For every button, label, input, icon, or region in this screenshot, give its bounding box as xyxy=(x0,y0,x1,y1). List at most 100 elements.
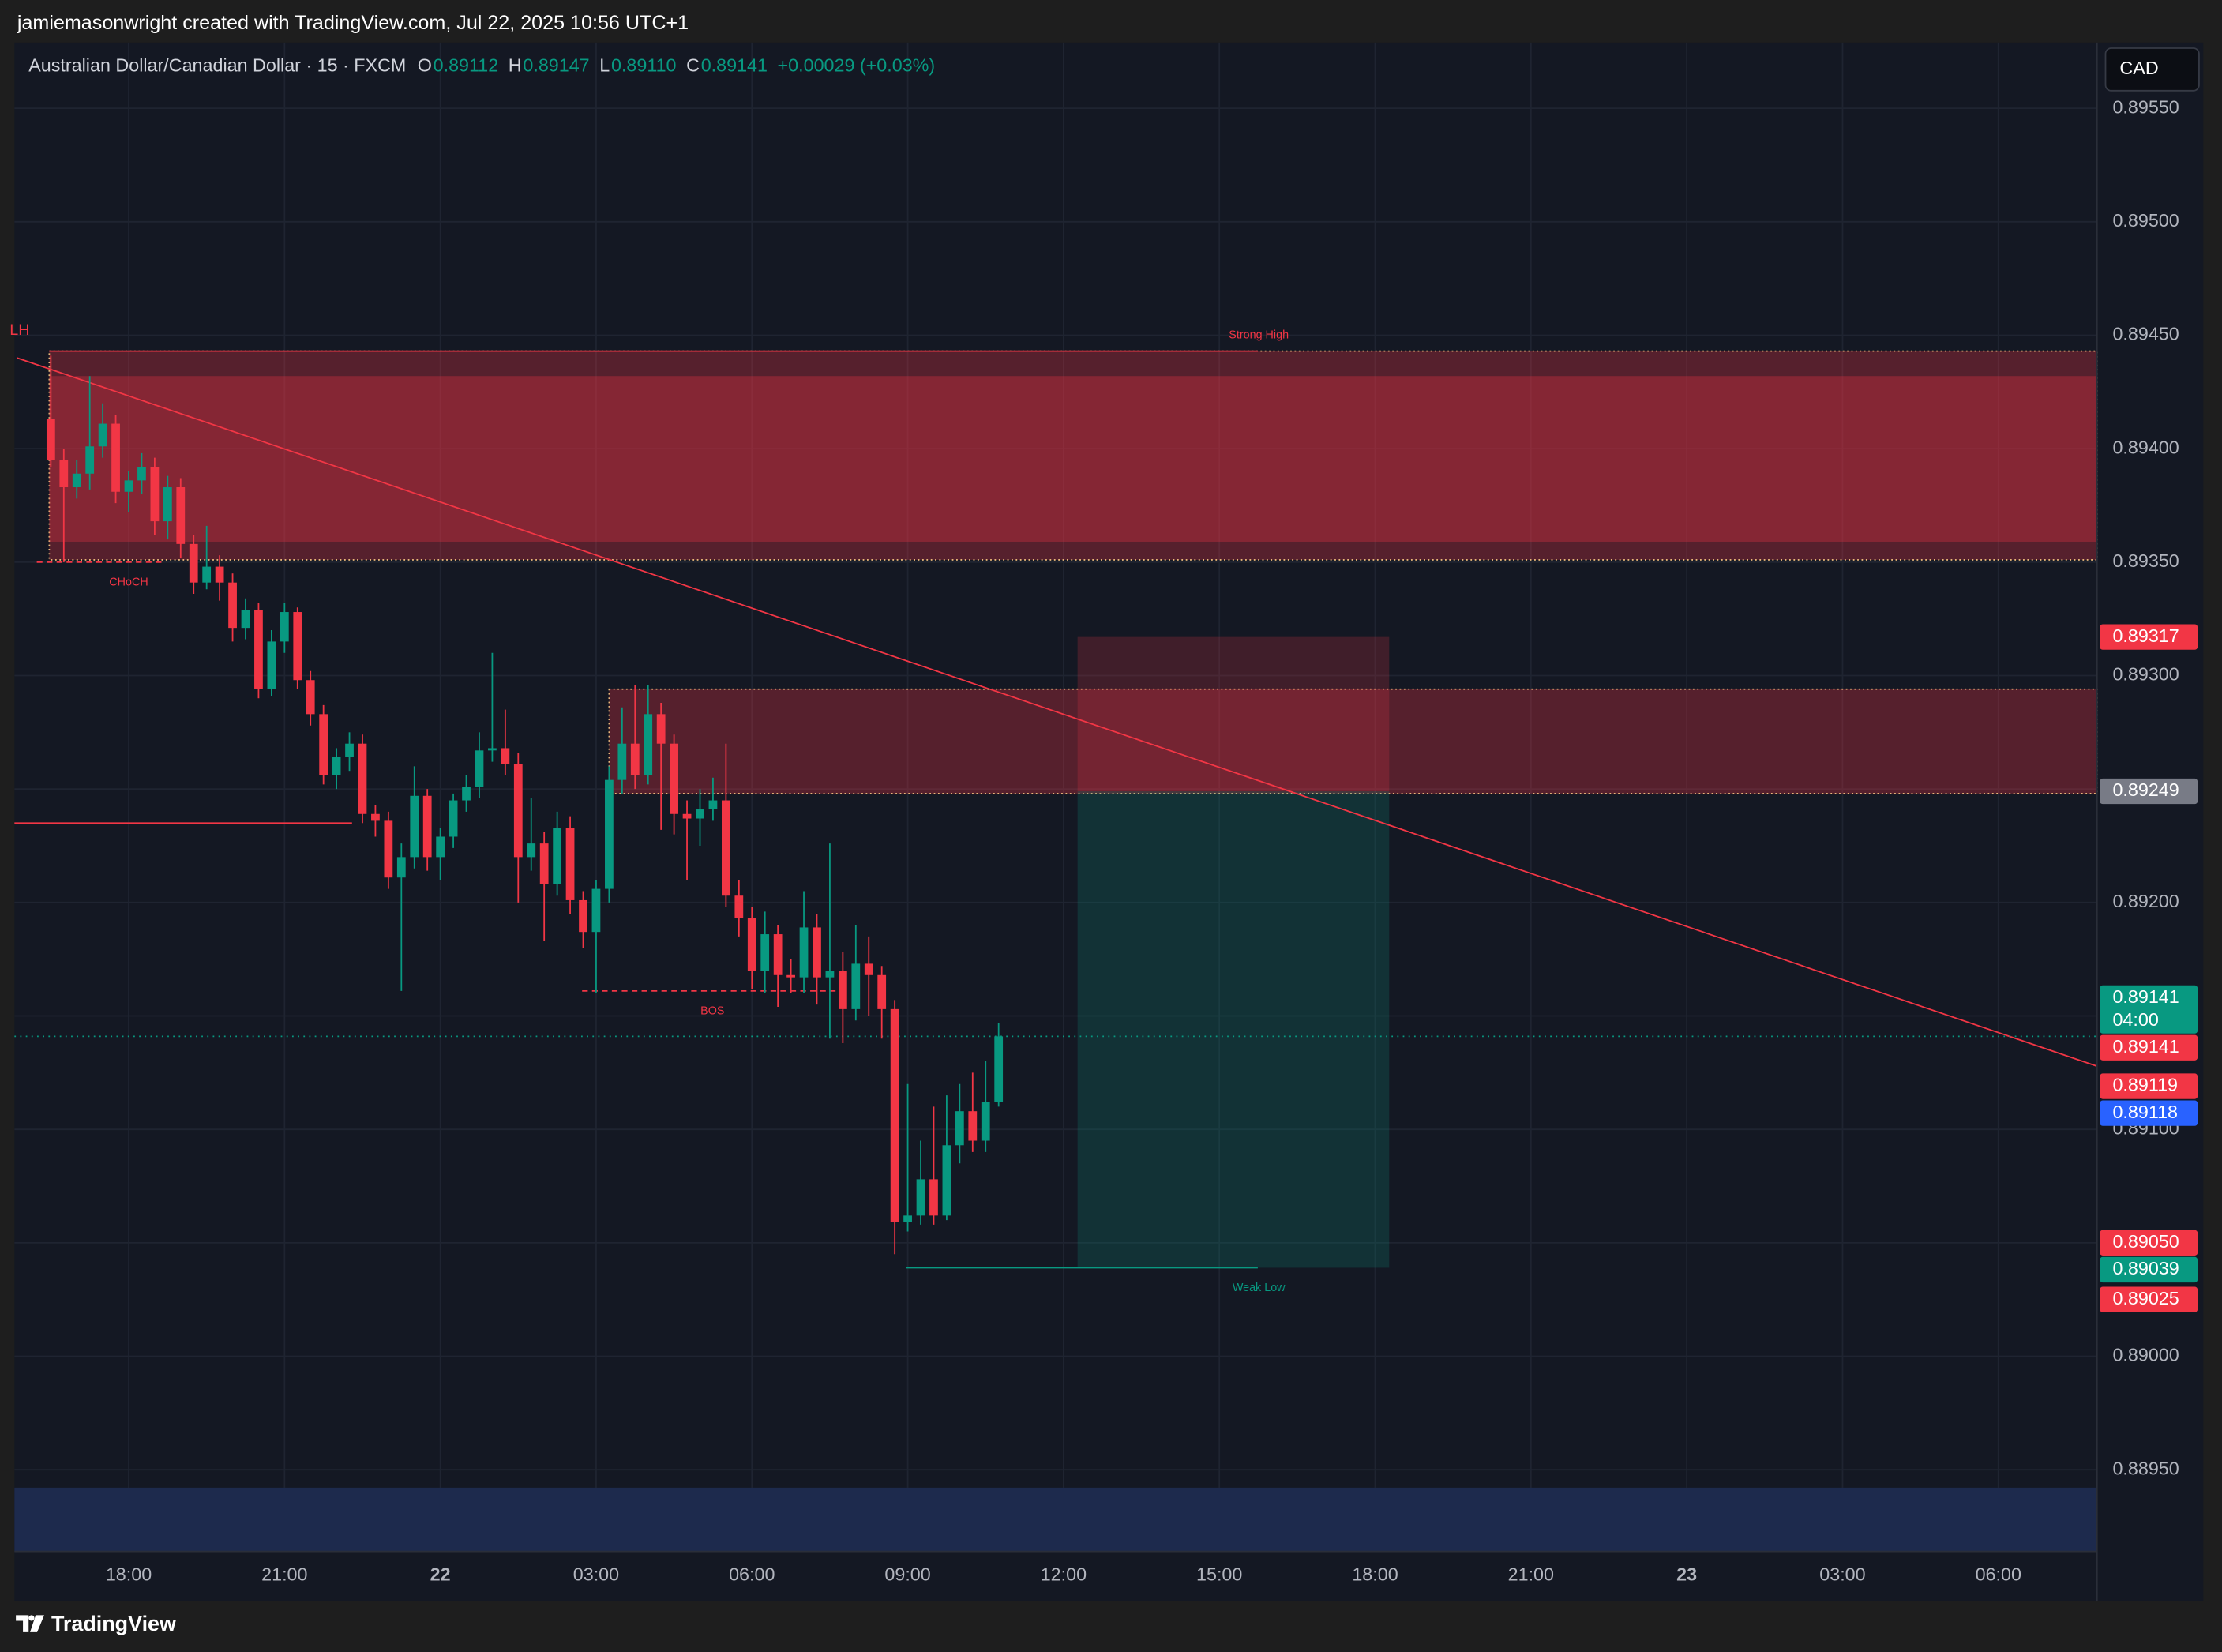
candle-body xyxy=(981,1102,990,1141)
candle-body xyxy=(903,1215,912,1222)
x-tick-label: 15:00 xyxy=(1196,1564,1242,1584)
price-label-box xyxy=(2100,624,2198,650)
candle-body xyxy=(553,828,562,884)
supply-zone xyxy=(608,688,2098,794)
candle-body xyxy=(189,543,198,583)
y-tick-label: 0.89000 xyxy=(2112,1345,2179,1365)
x-tick-label: 21:00 xyxy=(1508,1564,1554,1584)
candle-body xyxy=(254,610,263,689)
logo-icon xyxy=(16,1615,44,1632)
candle-body xyxy=(656,714,666,744)
candle-body xyxy=(396,857,406,878)
price-label: 0.89118 xyxy=(2112,1102,2178,1122)
plot: LH CHoCH BOS Strong High Weak Low xyxy=(9,321,2098,1294)
candle-body xyxy=(696,809,704,819)
price-label: 0.89317 xyxy=(2112,625,2179,646)
candle-body xyxy=(228,582,237,629)
header-text: jamiemasonwright created with TradingVie… xyxy=(17,12,689,34)
candle-body xyxy=(708,800,718,810)
symbol-title: Australian Dollar/Canadian Dollar · 15 ·… xyxy=(28,54,406,75)
supply-zone xyxy=(49,376,2097,542)
axes: 18:00 21:00 22 03:00 06:00 09:00 12:00 15:00 18:… xyxy=(106,96,2198,1584)
candle-body xyxy=(280,612,289,642)
candle-body xyxy=(539,843,549,884)
candle-body xyxy=(864,963,873,975)
supply-zone xyxy=(48,350,2098,561)
candle-body xyxy=(527,843,536,858)
ohlc-key: L xyxy=(599,54,610,75)
candle-body xyxy=(241,610,250,629)
candle-body xyxy=(605,779,614,889)
x-tick-label: 18:00 xyxy=(106,1564,152,1584)
candle-body xyxy=(124,480,133,492)
candle-body xyxy=(786,974,795,978)
price-label-box xyxy=(2100,985,2198,1034)
candle-body xyxy=(799,927,809,978)
price-label-box xyxy=(2100,1100,2198,1126)
candle-body xyxy=(916,1179,925,1216)
x-tick-label: 18:00 xyxy=(1352,1564,1398,1584)
candle-body xyxy=(202,566,212,583)
price-label: 0.89141 xyxy=(2112,986,2179,1007)
candle-body xyxy=(813,927,821,978)
x-tick-label: 23 xyxy=(1676,1564,1697,1584)
y-tick-label: 0.89200 xyxy=(2112,891,2179,911)
candle-body xyxy=(332,757,341,775)
candle-body xyxy=(358,743,367,814)
price-label: 0.89141 xyxy=(2112,1036,2179,1057)
candle-body xyxy=(955,1111,964,1146)
currency-box[interactable] xyxy=(2104,47,2200,92)
drawn-line xyxy=(17,357,2096,1067)
target-area xyxy=(1077,791,1390,1268)
candle-body xyxy=(760,934,770,971)
candle-body xyxy=(682,813,692,819)
candle-body xyxy=(968,1111,978,1141)
candle-body xyxy=(163,487,172,522)
candle-body xyxy=(176,487,186,544)
x-tick-label: 03:00 xyxy=(1819,1564,1865,1584)
candle-body xyxy=(319,714,328,775)
candle-body xyxy=(630,743,640,775)
footer-logo: TradingView xyxy=(16,1612,176,1635)
candle-body xyxy=(137,467,146,481)
y-tick-label: 0.89400 xyxy=(2112,437,2179,457)
price-label-box xyxy=(2100,1286,2198,1312)
candle-body xyxy=(617,743,627,780)
candle-body xyxy=(734,895,744,918)
candle-body xyxy=(85,446,95,474)
candle-body xyxy=(747,918,756,971)
candle-body xyxy=(644,714,653,775)
ohlc-value: 0.89110 xyxy=(611,54,677,75)
candle-body xyxy=(773,934,783,975)
candle-body xyxy=(59,460,69,488)
x-tick-label: 06:00 xyxy=(729,1564,775,1584)
candle-body xyxy=(462,787,471,801)
y-tick-label: 0.89350 xyxy=(2112,550,2179,571)
candle-body xyxy=(579,899,587,933)
y-tick-label: 0.89550 xyxy=(2112,96,2179,117)
y-tick-label: 0.88950 xyxy=(2112,1458,2179,1478)
price-label: 0.89025 xyxy=(2112,1288,2179,1308)
y-tick-label: 0.89500 xyxy=(2112,210,2179,231)
price-label-box xyxy=(2100,1256,2198,1283)
candle-body xyxy=(46,419,55,460)
currency: CAD xyxy=(2119,58,2158,78)
annotation: CHoCH xyxy=(109,576,148,588)
x-tick-label: 06:00 xyxy=(1976,1564,2021,1584)
ohlc-value: 0.89112 xyxy=(434,54,499,75)
price-label-box xyxy=(2100,1230,2198,1256)
candle-body xyxy=(449,800,458,837)
candle-body xyxy=(98,423,107,447)
candle-body xyxy=(565,828,575,900)
price-label: 0.89050 xyxy=(2112,1231,2179,1252)
candle-body xyxy=(345,743,354,757)
ohlc-key: O xyxy=(418,54,432,75)
price-label-timer: 04:00 xyxy=(2112,1009,2158,1030)
candle-body xyxy=(267,641,276,689)
candle-body xyxy=(994,1036,1004,1102)
candle-body xyxy=(475,750,484,787)
candle-body xyxy=(929,1179,938,1216)
candle-body xyxy=(371,813,380,821)
